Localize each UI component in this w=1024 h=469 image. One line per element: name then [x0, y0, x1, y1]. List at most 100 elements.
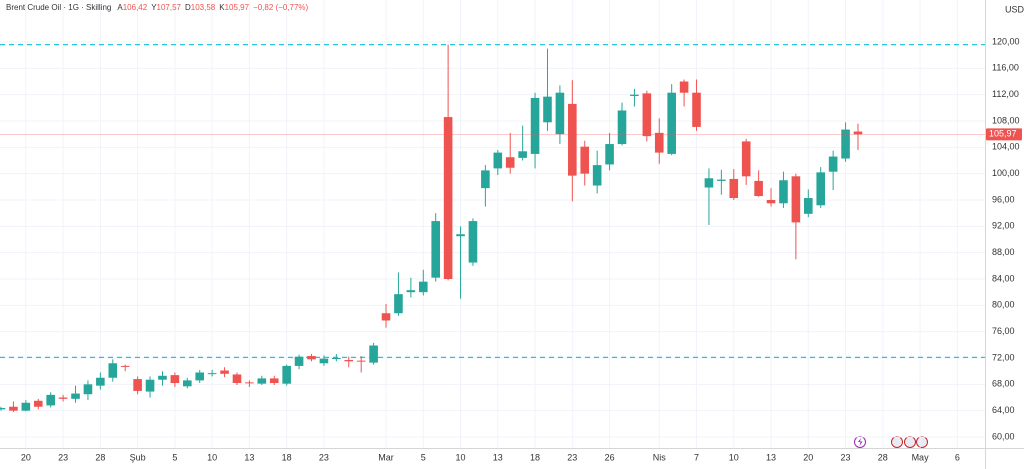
candle-body [195, 372, 205, 381]
candle-body [530, 97, 540, 154]
candle-body [269, 378, 279, 384]
currency-label: USD [1005, 4, 1024, 14]
candle-body [605, 144, 614, 165]
candle-body [46, 394, 55, 406]
candle-body [406, 290, 416, 293]
candle-body [704, 178, 714, 188]
candle-body [145, 379, 155, 392]
field-value: 106,42 [122, 3, 148, 12]
x-tick-label: Mar [378, 452, 394, 462]
y-tick-label: 116,00 [992, 63, 1019, 73]
x-tick-label: 23 [567, 452, 577, 462]
x-tick-label: 20 [803, 452, 813, 462]
y-tick-label: 60,00 [992, 431, 1015, 441]
candle-body [828, 156, 838, 172]
candle-body [245, 382, 254, 384]
y-tick-label: 76,00 [992, 326, 1015, 336]
event-icons [854, 436, 928, 448]
x-tick-label: 20 [21, 452, 31, 462]
x-tick-label: 7 [694, 452, 699, 462]
candle-body [307, 356, 316, 360]
candle-body [319, 358, 329, 364]
candle-body [816, 172, 826, 206]
y-tick-label: 108,00 [992, 115, 1020, 125]
candle-body [257, 378, 267, 384]
candle-body [431, 221, 440, 278]
field-key: D [185, 3, 191, 12]
candle-body [207, 373, 217, 375]
x-tick-label: 13 [766, 452, 776, 462]
y-tick-label: 64,00 [992, 405, 1015, 415]
x-tick-label: 13 [493, 452, 503, 462]
x-tick-label: 10 [207, 452, 217, 462]
grid [0, 0, 985, 448]
x-tick-label: 26 [605, 452, 615, 462]
field-value: 105,97 [224, 3, 250, 12]
candle-body [568, 103, 577, 176]
candle-body [71, 393, 80, 399]
candle-body [543, 96, 552, 123]
event-icon[interactable] [904, 436, 916, 448]
candle-body [766, 200, 776, 204]
candle-body [717, 179, 726, 181]
x-tick-label: 23 [319, 452, 329, 462]
candle-body [170, 375, 180, 384]
x-tick-label: 28 [878, 452, 888, 462]
candle-body [518, 151, 527, 158]
candle-body [158, 375, 167, 380]
y-tick-label: 84,00 [992, 273, 1015, 283]
candle-body [667, 92, 676, 154]
y-tick-label: 100,00 [992, 168, 1020, 178]
field-key: Y [151, 3, 157, 12]
candle-body [0, 408, 6, 410]
x-tick-label: 5 [421, 452, 426, 462]
candle-body [617, 110, 627, 145]
candle-body [443, 117, 453, 280]
candle-body [58, 397, 68, 399]
candle-body [642, 93, 652, 137]
candle-body [654, 132, 664, 153]
x-tick-label: Şub [130, 452, 146, 462]
x-tick-label: May [912, 452, 930, 462]
candle-body [555, 92, 565, 135]
candle-body [493, 152, 503, 169]
y-tick-label: 104,00 [992, 142, 1020, 152]
x-tick-label: Nis [653, 452, 666, 462]
event-icon[interactable] [891, 436, 903, 448]
candle-body [96, 377, 105, 386]
candle-body [332, 358, 341, 360]
candle-body [841, 129, 850, 159]
candle-body [592, 165, 602, 186]
candle-body [729, 178, 739, 199]
candle-body [692, 92, 701, 127]
candle-body [356, 360, 366, 362]
candle-body [394, 294, 403, 314]
field-key: A [117, 3, 123, 12]
candle-body [294, 356, 304, 366]
candle-body [369, 345, 378, 363]
y-tick-label: 72,00 [992, 352, 1015, 362]
last-price-label: 105,97 [989, 129, 1017, 139]
candle-body [853, 131, 863, 135]
last-price-tag [986, 128, 1022, 141]
y-tick-label: 92,00 [992, 221, 1015, 231]
candle-body [9, 406, 18, 411]
event-icon[interactable] [916, 436, 928, 448]
candle-body [741, 141, 751, 177]
x-tick-label: 23 [841, 452, 851, 462]
legend-header: Brent Crude Oil · 1G · Skilling A106,42 Y1… [6, 3, 308, 12]
y-tick-label: 68,00 [992, 379, 1015, 389]
candle-body [456, 234, 465, 237]
field-value: 103,58 [190, 3, 216, 12]
y-tick-label: 88,00 [992, 247, 1015, 257]
candle-body [33, 400, 43, 407]
candle-body [754, 180, 763, 197]
x-tick-label: 13 [244, 452, 254, 462]
candle-body [21, 402, 31, 411]
candle-body [83, 384, 93, 395]
x-tick-label: 5 [172, 452, 177, 462]
candle-body [779, 180, 788, 204]
candle-body [183, 380, 192, 387]
